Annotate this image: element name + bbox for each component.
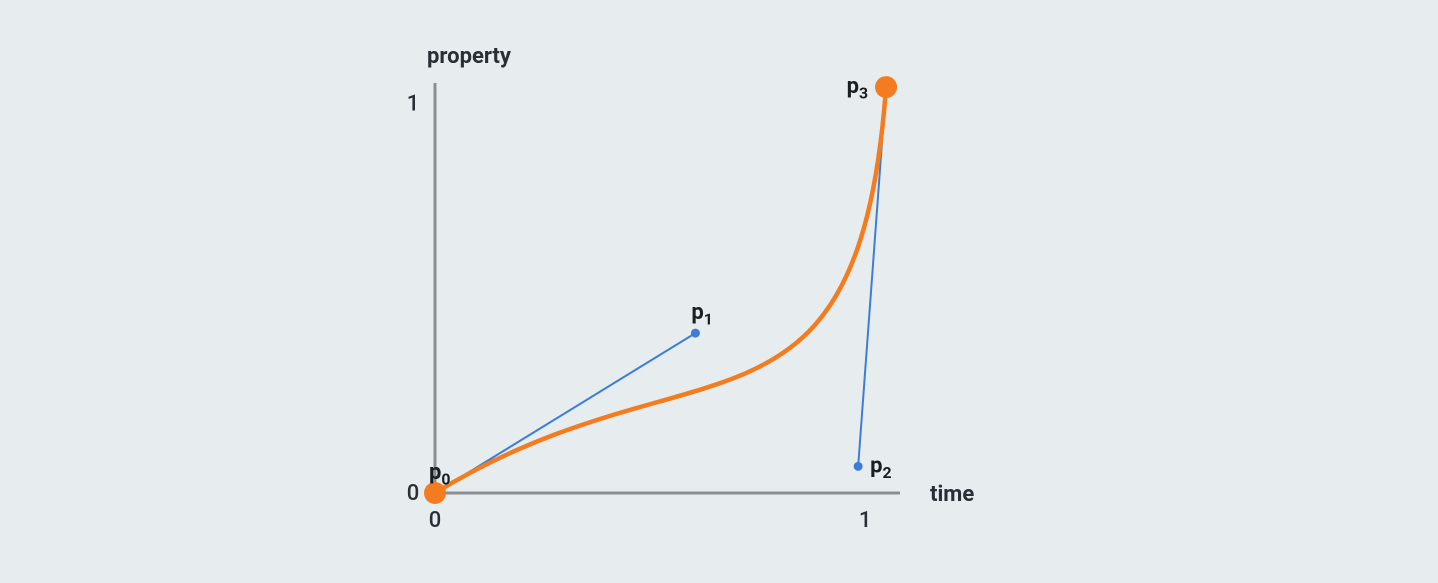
bezier-diagram-svg: property time 01 01 p0 p1 p2 p3 (0, 0, 1438, 583)
x-axis-label: time (930, 482, 974, 507)
control-point-p2 (854, 462, 863, 471)
control-point-p1 (691, 329, 700, 338)
endpoint-p3 (875, 76, 897, 98)
y-tick-label: 1 (407, 92, 420, 117)
background (0, 0, 1438, 583)
diagram-stage: property time 01 01 p0 p1 p2 p3 (0, 0, 1438, 583)
x-tick-label: 0 (429, 508, 442, 533)
x-tick-label: 1 (859, 508, 872, 533)
y-axis-label: property (427, 44, 512, 69)
y-tick-label: 0 (407, 481, 420, 506)
